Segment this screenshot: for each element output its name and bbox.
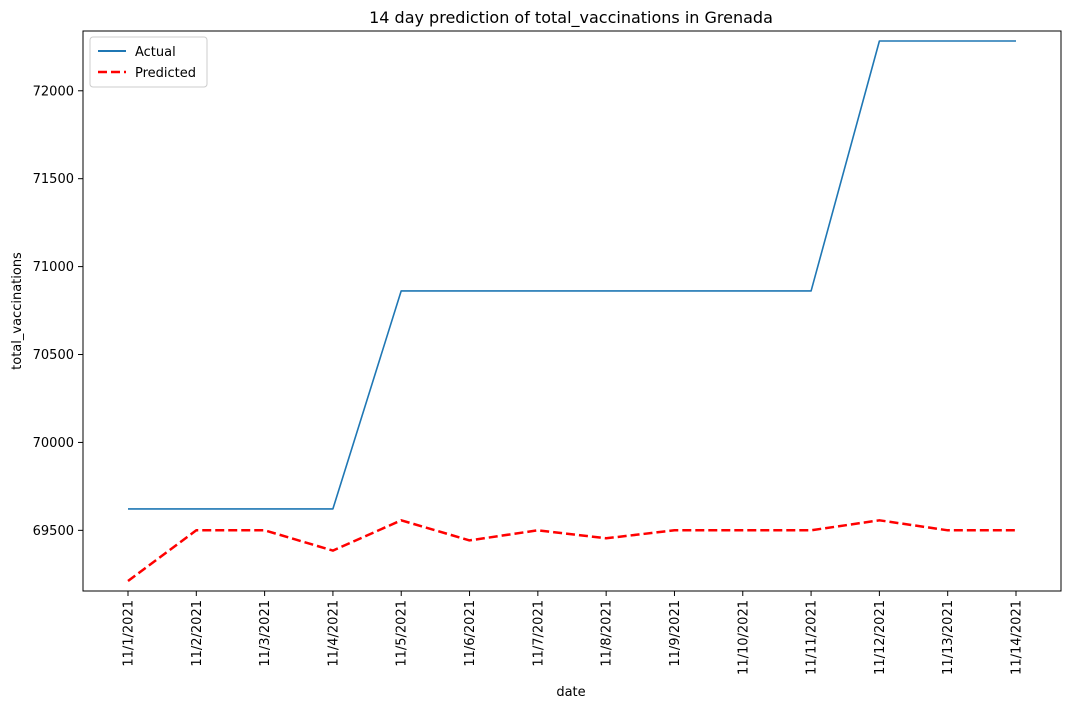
x-tick-label: 11/12/2021: [873, 600, 888, 675]
x-tick-label: 11/9/2021: [668, 600, 683, 667]
legend-box: [89, 36, 208, 88]
x-tick-label: 11/4/2021: [326, 600, 341, 667]
x-tick-label: 11/2/2021: [190, 600, 205, 667]
y-tick-label: 71500: [33, 172, 74, 187]
series-layer: [127, 40, 1016, 583]
chart-title: 14 day prediction of total_vaccinations …: [369, 8, 773, 28]
x-tick-label: 11/7/2021: [531, 600, 546, 667]
y-tick-label: 70500: [33, 348, 74, 363]
y-tick-label: 71000: [33, 260, 74, 275]
legend: Actual Predicted: [89, 36, 208, 88]
y-tick-label: 70000: [33, 436, 74, 451]
plot-area: [83, 31, 1061, 591]
y-tick-label: 72000: [33, 84, 74, 99]
x-tick-label: 11/14/2021: [1010, 600, 1025, 675]
series-line-predicted: [127, 519, 1016, 583]
x-axis-title: date: [556, 685, 585, 700]
x-tick-label: 11/11/2021: [805, 600, 820, 675]
axes-layer: 69500 70000 70500 71000 71500 72000 11/1/2021 1…: [33, 84, 1025, 675]
x-tick-label: 11/8/2021: [600, 600, 615, 667]
y-tick-label: 69500: [33, 524, 74, 539]
x-tick-label: 11/6/2021: [463, 600, 478, 667]
legend-label-actual: Actual: [135, 45, 176, 60]
x-tick-label: 11/10/2021: [736, 600, 751, 675]
x-tick-label: 11/3/2021: [258, 600, 273, 667]
series-line-actual: [128, 40, 1016, 510]
x-tick-label: 11/5/2021: [395, 600, 410, 667]
legend-label-predicted: Predicted: [135, 66, 196, 81]
y-axis-title: total_vaccinations: [10, 252, 25, 370]
x-tick-label: 11/1/2021: [122, 600, 137, 667]
plot-frame: [82, 30, 1062, 592]
x-tick-label: 11/13/2021: [941, 600, 956, 675]
